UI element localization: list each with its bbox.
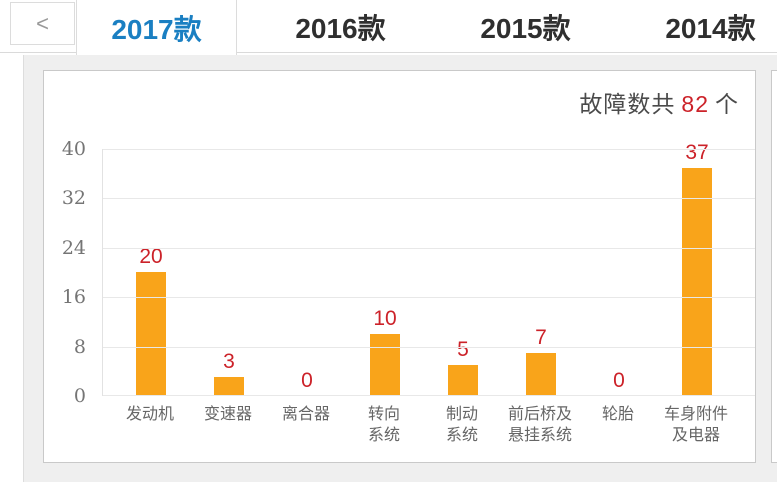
bar-8: [682, 168, 712, 396]
bar-value-label: 10: [373, 307, 397, 330]
tab-2016[interactable]: 2016款: [295, 12, 386, 44]
x-category-label: 轮胎: [601, 406, 634, 423]
next-chart-panel-edge: [771, 70, 777, 463]
bar-5: [448, 365, 478, 396]
bar-1: [136, 272, 166, 396]
bar-6: [526, 353, 556, 396]
gridline-40: [103, 149, 755, 150]
chart-title-prefix: 故障数共: [579, 91, 676, 117]
x-category-label: 前后桥及 悬挂系统: [507, 406, 572, 444]
bar-slot: 0: [268, 149, 346, 396]
y-tick-label-0: 0: [73, 385, 86, 407]
bar-slot: 37: [658, 142, 736, 396]
chart-title-suffix: 个: [715, 91, 739, 117]
x-category-label: 转向 系统: [367, 406, 400, 444]
gridline-16: [103, 297, 755, 298]
content-area: 故障数共 82 个 0 8 16 24 32 40 20 3 0 10 5 7 0 37 发动机 变速器 离合器…: [23, 55, 777, 482]
prev-tab-button[interactable]: <: [10, 2, 75, 45]
y-tick-label-24: 24: [61, 237, 86, 259]
bar-slot: 20: [112, 149, 190, 396]
tab-2015[interactable]: 2015款: [480, 12, 571, 44]
x-category-label: 变速器: [203, 406, 252, 423]
x-category-label: 离合器: [281, 406, 330, 423]
chevron-left-icon: <: [36, 10, 49, 36]
bar-slot: 5: [424, 149, 502, 396]
tab-2014[interactable]: 2014款: [665, 12, 756, 44]
fault-total-count: 82: [681, 91, 709, 117]
y-tick-label-40: 40: [61, 138, 86, 160]
chart-title: 故障数共 82 个: [579, 85, 739, 119]
x-axis-labels: 发动机 变速器 离合器 转向 系统 制动 系统 前后桥及 悬挂系统 轮胎 车身附件 及电器: [111, 404, 735, 446]
bar-slot: 7: [502, 149, 580, 396]
bar-slot: 3: [190, 149, 268, 396]
bar-value-label: 3: [223, 350, 235, 373]
fault-chart-panel: 故障数共 82 个 0 8 16 24 32 40 20 3 0 10 5 7 0 37 发动机 变速器 离合器…: [43, 70, 756, 463]
bar-value-label: 37: [685, 141, 709, 164]
gridline-8: [103, 347, 755, 348]
x-category-label: 制动 系统: [445, 406, 478, 444]
bar-value-label: 5: [457, 338, 469, 361]
tab-2017[interactable]: 2017款: [76, 0, 237, 55]
bar-2: [214, 377, 244, 396]
x-category-label: 发动机: [125, 406, 174, 423]
bar-value-label: 20: [139, 245, 163, 268]
bars-row: 20 3 0 10 5 7 0 37: [112, 142, 736, 396]
y-tick-label-32: 32: [61, 187, 86, 209]
bar-value-label: 0: [301, 369, 313, 392]
gridline-0: [103, 395, 755, 396]
x-category-label: 车身附件 及电器: [663, 406, 728, 444]
model-year-tabbar: < 2017款 2016款 2015款 2014款: [0, 0, 777, 55]
bar-value-label: 0: [613, 369, 625, 392]
bar-chart-plot: 20 3 0 10 5 7 0 37: [102, 142, 755, 396]
bar-4: [370, 334, 400, 396]
bar-value-label: 7: [535, 326, 547, 349]
y-tick-label-16: 16: [61, 286, 86, 308]
gridline-32: [103, 198, 755, 199]
bar-slot: 0: [580, 149, 658, 396]
gridline-24: [103, 248, 755, 249]
y-tick-label-8: 8: [73, 336, 86, 358]
bar-slot: 10: [346, 149, 424, 396]
y-axis: 0 8 16 24 32 40: [44, 139, 94, 406]
